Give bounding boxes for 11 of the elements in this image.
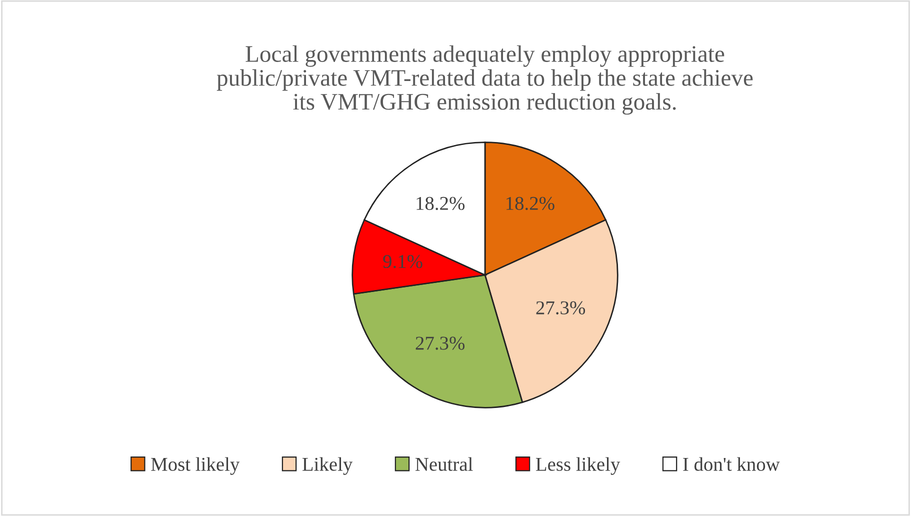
data-label: 27.3% — [416, 336, 465, 350]
legend-label: Less likely — [536, 457, 620, 475]
data-label: 27.3% — [536, 301, 586, 314]
chart-title: Local governments adequately employ appropriate public/private VMT-related data to help the state achieve its VMT/GHG emission reduction goals. — [216, 45, 753, 115]
data-label: 18.2% — [416, 196, 465, 210]
data-label: 18.2% — [506, 196, 554, 210]
data-label: 9.1% — [383, 254, 422, 268]
legend-label: Neutral — [415, 457, 473, 471]
legend-label: Most likely — [151, 457, 240, 475]
legend-label: I don't know — [683, 457, 780, 471]
legend-label: Likely — [302, 457, 353, 475]
